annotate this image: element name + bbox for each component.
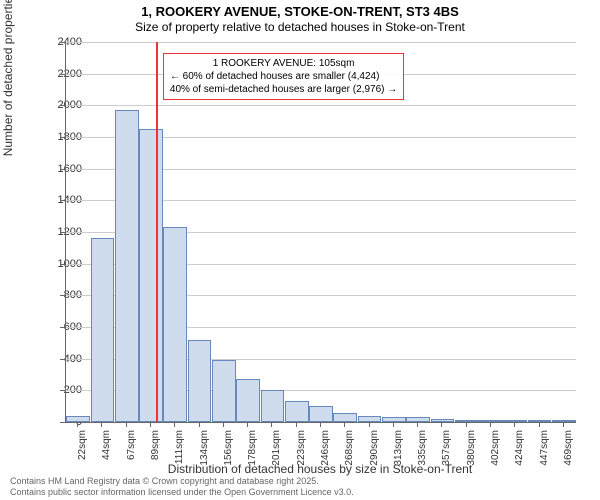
histogram-bar — [115, 110, 139, 422]
gridline — [66, 105, 576, 106]
histogram-bar — [309, 406, 333, 422]
x-tick-mark — [199, 422, 200, 427]
x-tick-mark — [490, 422, 491, 427]
x-tick-mark — [296, 422, 297, 427]
annotation-line1: ← 60% of detached houses are smaller (4,… — [170, 70, 397, 83]
x-tick-mark — [417, 422, 418, 427]
x-tick-mark — [466, 422, 467, 427]
histogram-bar — [333, 413, 357, 423]
x-tick-mark — [393, 422, 394, 427]
x-tick-mark — [174, 422, 175, 427]
x-axis-label: Distribution of detached houses by size … — [65, 462, 575, 476]
footer-line2: Contains public sector information licen… — [10, 487, 354, 498]
histogram-bar — [163, 227, 187, 422]
chart-title-sub: Size of property relative to detached ho… — [0, 20, 600, 34]
histogram-bar — [455, 420, 479, 422]
histogram-bar — [285, 401, 309, 422]
x-tick-mark — [563, 422, 564, 427]
x-tick-mark — [126, 422, 127, 427]
x-tick-mark — [101, 422, 102, 427]
marker-line — [156, 42, 158, 422]
chart-title-main: 1, ROOKERY AVENUE, STOKE-ON-TRENT, ST3 4… — [0, 4, 600, 19]
x-tick-mark — [150, 422, 151, 427]
annotation-title: 1 ROOKERY AVENUE: 105sqm — [170, 57, 397, 70]
histogram-bar — [91, 238, 115, 422]
x-tick-mark — [514, 422, 515, 427]
x-tick-mark — [77, 422, 78, 427]
gridline — [66, 42, 576, 43]
x-tick-mark — [369, 422, 370, 427]
annotation-line2: 40% of semi-detached houses are larger (… — [170, 83, 397, 96]
histogram-bar — [212, 360, 236, 422]
y-axis-label: Number of detached properties — [1, 0, 15, 156]
annotation-box: 1 ROOKERY AVENUE: 105sqm ← 60% of detach… — [163, 53, 404, 100]
histogram-bar — [382, 417, 406, 422]
x-tick-mark — [441, 422, 442, 427]
histogram-bar — [139, 129, 163, 422]
footer-line1: Contains HM Land Registry data © Crown c… — [10, 476, 354, 487]
histogram-bar — [261, 390, 285, 422]
x-tick-mark — [247, 422, 248, 427]
x-tick-mark — [223, 422, 224, 427]
chart-footer: Contains HM Land Registry data © Crown c… — [10, 476, 354, 498]
x-tick-mark — [320, 422, 321, 427]
x-tick-mark — [344, 422, 345, 427]
chart-container: 1, ROOKERY AVENUE, STOKE-ON-TRENT, ST3 4… — [0, 0, 600, 500]
x-tick-mark — [271, 422, 272, 427]
plot-area: 1 ROOKERY AVENUE: 105sqm ← 60% of detach… — [65, 42, 576, 423]
histogram-bar — [236, 379, 260, 422]
histogram-bar — [188, 340, 212, 422]
x-tick-mark — [539, 422, 540, 427]
histogram-bar — [552, 420, 576, 422]
